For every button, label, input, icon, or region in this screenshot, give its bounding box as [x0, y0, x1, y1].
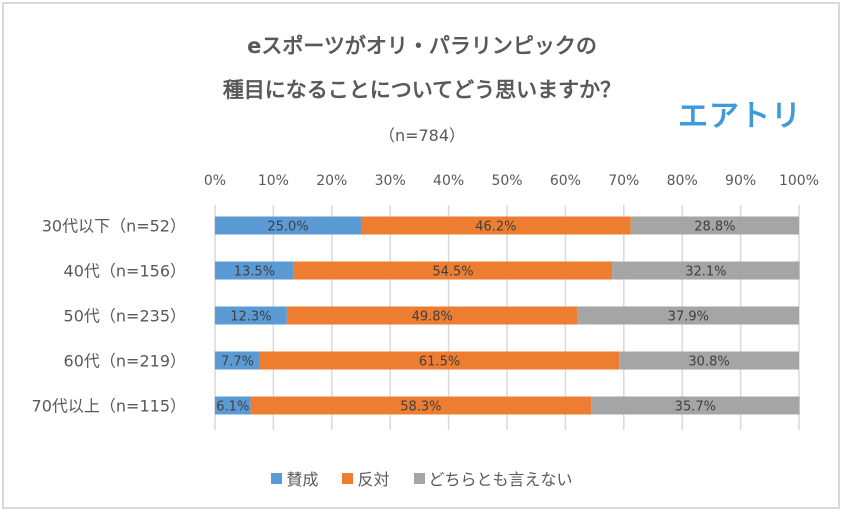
bar-segment: [577, 306, 799, 325]
chart-title-line1: eスポーツがオリ・パラリンピックの: [247, 34, 597, 58]
data-label: 46.2%: [475, 220, 516, 235]
legend-item-disagree: 反対: [342, 466, 390, 490]
bar-segment: [215, 306, 287, 325]
data-label: 32.1%: [685, 265, 726, 280]
category-label: 50代（n=235）: [64, 307, 186, 326]
x-tick-label: 30%: [375, 173, 406, 189]
bar-segment: [215, 261, 294, 280]
data-label: 25.0%: [267, 220, 308, 235]
category-label: 60代（n=219）: [64, 352, 186, 371]
category-labels: 30代以下（n=52） 40代（n=156） 50代（n=235） 60代（n=219…: [32, 217, 186, 416]
x-tick-labels: 0% 10% 20% 30% 40% 50% 60% 70% 80% 90% 100%: [204, 173, 819, 189]
bar-segment: [215, 351, 260, 370]
data-label: 61.5%: [419, 355, 460, 370]
bars: 25.0% 46.2% 28.8% 13.5% 54.5% 32.1% 12.3% 49.8%…: [215, 216, 800, 415]
chart-title-line2: 種目になることについてどう思いますか？: [222, 78, 622, 102]
legend-swatch-agree: [271, 472, 283, 484]
data-label: 54.5%: [432, 265, 473, 280]
legend-swatch-neutral: [413, 472, 425, 484]
bar-segment: [591, 396, 800, 415]
data-label: 28.8%: [694, 220, 735, 235]
x-tick-label: 100%: [779, 173, 819, 189]
x-tick-label: 50%: [491, 173, 522, 189]
chart-subtitle: （n=784）: [378, 126, 466, 145]
data-label: 49.8%: [412, 310, 453, 325]
data-label: 58.3%: [400, 400, 441, 415]
bar-segment: [293, 261, 613, 280]
x-tick-label: 0%: [204, 173, 226, 189]
bar-segment: [361, 216, 631, 235]
bar-segment: [259, 351, 620, 370]
bar-segment: [630, 216, 799, 235]
bar-segment: [250, 396, 592, 415]
data-label: 30.8%: [688, 355, 729, 370]
bar-segment: [286, 306, 578, 325]
legend-item-neutral: どちらとも言えない: [413, 466, 573, 490]
legend-item-agree: 賛成: [271, 466, 318, 490]
legend-label-agree: 賛成: [286, 470, 319, 489]
legend-label-neutral: どちらとも言えない: [428, 470, 573, 489]
x-tick-label: 10%: [258, 173, 289, 189]
data-label: 35.7%: [675, 400, 716, 415]
x-tick-label: 20%: [316, 173, 347, 189]
x-tick-label: 60%: [550, 173, 581, 189]
airtrip-logo: エアトリ: [678, 99, 802, 134]
category-label: 70代以上（n=115）: [32, 397, 186, 416]
data-label: 7.7%: [221, 355, 254, 370]
legend: 賛成 反対 どちらとも言えない: [0, 466, 844, 490]
bar-segment: [612, 261, 800, 280]
x-tick-label: 90%: [725, 173, 756, 189]
data-label: 12.3%: [230, 310, 271, 325]
x-tick-label: 80%: [667, 173, 698, 189]
bar-segment: [215, 216, 361, 235]
legend-swatch-disagree: [342, 472, 354, 484]
x-tick-label: 40%: [433, 173, 464, 189]
x-tick-label: 70%: [608, 173, 639, 189]
bar-segment: [215, 396, 251, 415]
data-label: 13.5%: [234, 265, 275, 280]
bar-segment: [619, 351, 799, 370]
data-label: 6.1%: [216, 400, 249, 415]
data-label: 37.9%: [668, 310, 709, 325]
legend-label-disagree: 反対: [357, 470, 390, 489]
category-label: 40代（n=156）: [64, 262, 186, 281]
category-label: 30代以下（n=52）: [42, 217, 186, 236]
